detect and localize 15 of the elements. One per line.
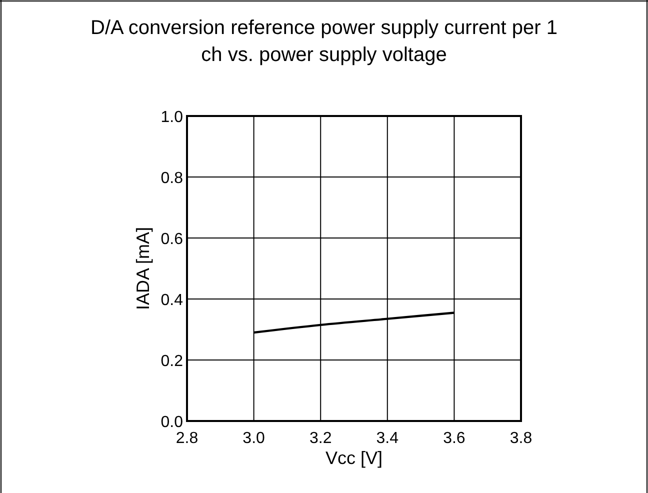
y-axis-title: IADA [mA] <box>133 226 153 310</box>
y-tick-label: 0.6 <box>160 231 184 248</box>
x-axis-title: Vcc [V] <box>325 448 383 468</box>
x-tick-label: 3.4 <box>376 430 399 447</box>
y-tick-label: 0.8 <box>160 170 184 187</box>
x-tick-label: 2.8 <box>176 430 198 447</box>
x-tick-label: 3.8 <box>510 430 532 447</box>
x-tick-label: 3.0 <box>242 430 266 447</box>
y-tick-label: 1.0 <box>160 109 184 126</box>
chart-title: D/A conversion reference power supply current per 1 ch vs. power supply voltage <box>90 17 558 66</box>
y-tick-label: 0.4 <box>160 292 184 309</box>
x-tick-label: 3.2 <box>309 430 332 447</box>
y-tick-label: 0.0 <box>160 414 184 431</box>
y-tick-label: 0.2 <box>160 353 184 370</box>
x-tick-label: 3.6 <box>443 430 466 447</box>
